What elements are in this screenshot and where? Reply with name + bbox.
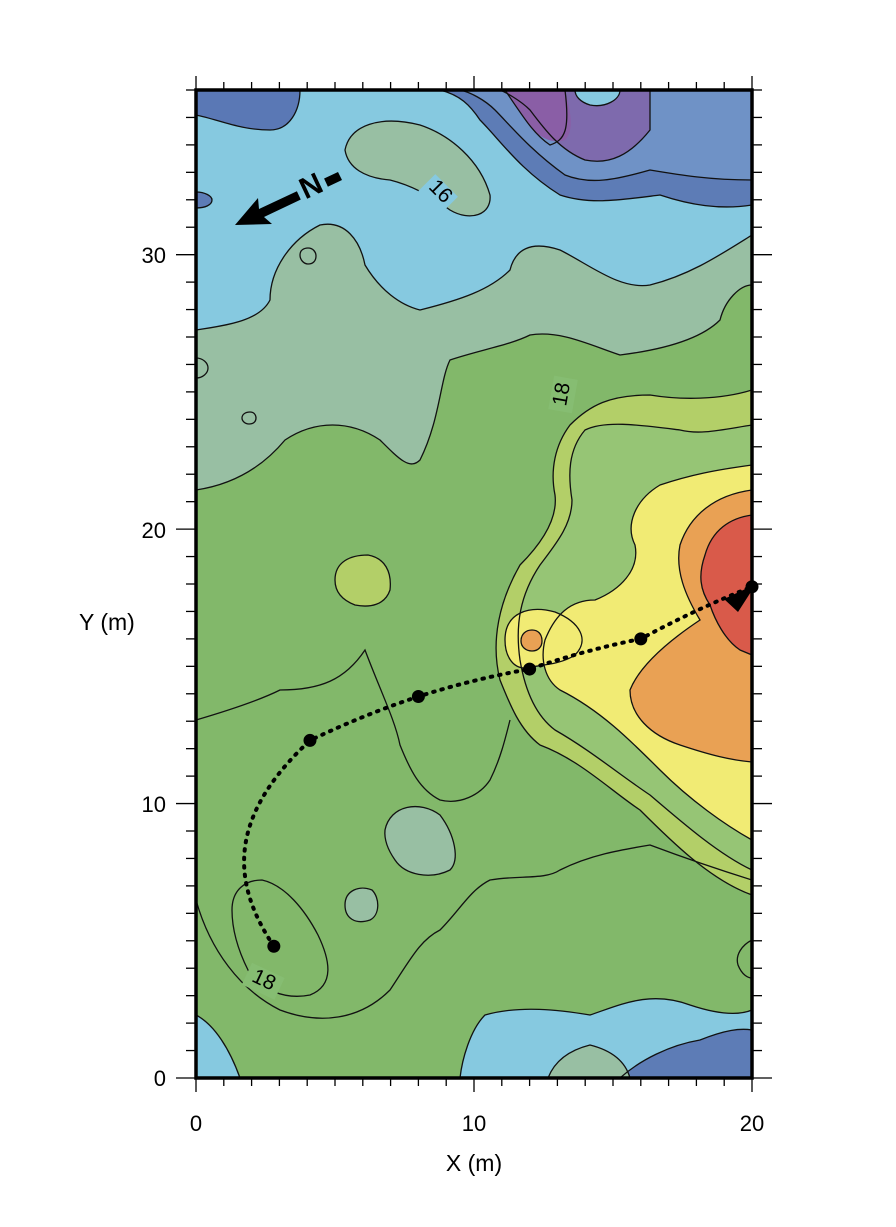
contour-line (517, 423, 752, 871)
contour-line (196, 844, 752, 1019)
contour-line (384, 806, 456, 876)
fill-teal-small (345, 888, 378, 922)
fill-orange-dot (521, 630, 542, 651)
fill-top-right-pocket (575, 90, 620, 106)
contour-fills (196, 90, 752, 1078)
contour-lines (196, 90, 752, 1078)
y-tick-label-20: 20 (142, 518, 166, 543)
contour-line (196, 1014, 241, 1078)
fill-bottom-dark-blue (620, 1029, 752, 1078)
x-tick-labels: 0 10 20 (190, 1111, 764, 1136)
contour-line (547, 1044, 631, 1078)
contour-line (459, 90, 752, 182)
contour-label-18-upper: 18 (548, 381, 575, 408)
fill-teal-island-low (384, 806, 456, 876)
path-point (267, 939, 281, 953)
contour-line (196, 191, 213, 209)
contour-line (241, 411, 257, 425)
contour-line (231, 879, 329, 997)
fill-left-blue-dot (196, 192, 212, 208)
contour-line (196, 223, 752, 331)
fill-yellow-blob (505, 609, 583, 668)
contour-line (504, 90, 568, 146)
contour-line (196, 90, 301, 131)
fill-top-left-blue (196, 90, 300, 130)
contour-line (344, 120, 491, 217)
path-dotted-line (242, 584, 754, 949)
contour-line (439, 90, 752, 208)
contour-label-18-lower-group: 18 (241, 962, 285, 1000)
contour-line (499, 90, 651, 162)
contour-line (736, 939, 752, 979)
contour-line (520, 629, 543, 652)
contour-line (629, 489, 752, 763)
path-point (303, 733, 317, 747)
fill-yellow-green-circle (335, 555, 391, 607)
contour-line (196, 284, 752, 491)
y-tick-label-10: 10 (142, 792, 166, 817)
survey-path (242, 580, 759, 953)
y-tick-label-0: 0 (154, 1066, 166, 1091)
contour-line (344, 887, 379, 923)
x-tick-label-0: 0 (190, 1111, 202, 1136)
x-tick-label-20: 20 (740, 1111, 764, 1136)
contour-line (542, 464, 752, 841)
contour-line (574, 90, 621, 107)
contour-line (700, 514, 752, 656)
contour-line (619, 1028, 752, 1078)
contour-line (196, 648, 511, 802)
contour-line (495, 389, 752, 896)
fill-bottom-left-blue (196, 1015, 240, 1078)
path-point (634, 632, 648, 646)
contour-label-18-upper-group: 18 (548, 375, 578, 414)
y-tick-label-30: 30 (142, 243, 166, 268)
path-point (523, 662, 537, 676)
axis-ticks (176, 76, 772, 1092)
contour-line (334, 554, 391, 607)
contour-line (299, 247, 317, 265)
x-axis-title: X (m) (446, 1150, 502, 1176)
x-tick-label-10: 10 (462, 1111, 486, 1136)
fill-red (700, 515, 752, 655)
path-point (411, 690, 425, 704)
fill-teal-island-16 (345, 121, 491, 216)
y-axis-title: Y (m) (79, 609, 135, 635)
contour-line (196, 357, 209, 379)
contour-line (459, 998, 752, 1078)
path-arrowhead-icon (724, 584, 756, 612)
y-tick-labels: 0 10 20 30 (142, 243, 166, 1091)
